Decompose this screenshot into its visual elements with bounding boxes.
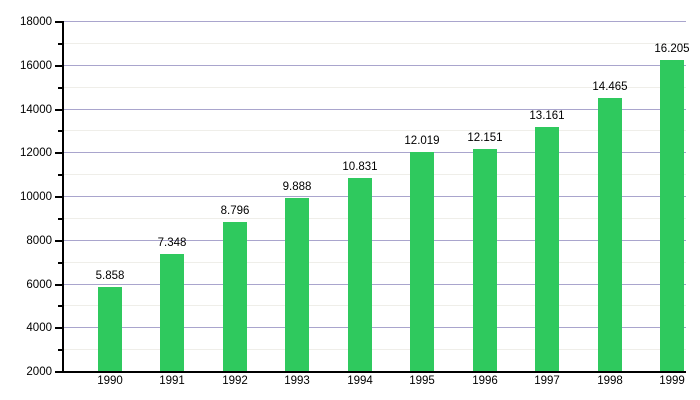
bar — [598, 98, 622, 371]
x-axis-label: 1990 — [97, 375, 123, 387]
y-axis-label: 12000 — [20, 147, 52, 159]
y-tick-minor — [58, 218, 62, 220]
y-axis-label: 6000 — [26, 279, 52, 291]
y-tick-major — [55, 152, 62, 154]
x-axis-label: 1999 — [659, 375, 685, 387]
gridline-minor — [64, 87, 686, 88]
x-axis-label: 1995 — [409, 375, 435, 387]
y-tick-major — [55, 196, 62, 198]
gridline-major — [64, 196, 686, 197]
y-tick-major — [55, 21, 62, 23]
gridline-major — [64, 109, 686, 110]
gridline-major — [64, 327, 686, 328]
gridline-minor — [64, 43, 686, 44]
bar-value-label: 12.151 — [467, 132, 503, 144]
y-axis-label: 2000 — [26, 366, 52, 378]
bar-value-label: 13.161 — [529, 110, 565, 122]
gridline-major — [64, 21, 686, 22]
y-tick-minor — [58, 305, 62, 307]
gridline-major — [64, 152, 686, 153]
y-tick-minor — [58, 262, 62, 264]
bar-value-label: 16.205 — [654, 43, 690, 55]
bar — [285, 198, 309, 371]
y-axis-label: 16000 — [20, 60, 52, 72]
x-axis-label: 1992 — [222, 375, 248, 387]
y-axis-label: 4000 — [26, 322, 52, 334]
x-axis-label: 1997 — [534, 375, 560, 387]
y-tick-major — [55, 327, 62, 329]
y-tick-minor — [58, 349, 62, 351]
y-axis-label: 14000 — [20, 104, 52, 116]
x-axis-label: 1994 — [347, 375, 373, 387]
bar-value-label: 10.831 — [342, 161, 378, 173]
y-tick-minor — [58, 174, 62, 176]
bar-value-label: 14.465 — [592, 81, 628, 93]
bar — [660, 60, 684, 371]
y-tick-major — [55, 284, 62, 286]
x-axis-label: 1998 — [597, 375, 623, 387]
gridline-minor — [64, 130, 686, 131]
y-axis-label: 10000 — [20, 191, 52, 203]
bar — [223, 222, 247, 371]
y-tick-minor — [58, 87, 62, 89]
x-axis-label: 1993 — [284, 375, 310, 387]
bar — [410, 152, 434, 371]
bar-value-label: 5.858 — [95, 270, 125, 282]
gridline-major — [64, 65, 686, 66]
gridline-minor — [64, 262, 686, 263]
bar-value-label: 12.019 — [404, 135, 440, 147]
gridline-major — [64, 240, 686, 241]
bar — [473, 149, 497, 371]
y-tick-major — [55, 109, 62, 111]
bar — [535, 127, 559, 371]
x-axis-line — [62, 371, 686, 373]
y-tick-major — [55, 240, 62, 242]
gridline-minor — [64, 349, 686, 350]
y-axis-line — [62, 21, 64, 373]
bar-value-label: 7.348 — [157, 237, 187, 249]
y-tick-minor — [58, 43, 62, 45]
x-axis-label: 1996 — [472, 375, 498, 387]
bar-value-label: 9.888 — [282, 181, 312, 193]
y-axis-label: 8000 — [26, 235, 52, 247]
bar — [98, 287, 122, 371]
gridline-major — [64, 284, 686, 285]
bar — [160, 254, 184, 371]
y-tick-major — [55, 371, 62, 373]
bar — [348, 178, 372, 371]
y-tick-major — [55, 65, 62, 67]
x-axis-label: 1991 — [159, 375, 185, 387]
gridline-minor — [64, 174, 686, 175]
gridline-minor — [64, 305, 686, 306]
gridline-minor — [64, 218, 686, 219]
y-axis-label: 18000 — [20, 16, 52, 28]
y-tick-minor — [58, 130, 62, 132]
bar-value-label: 8.796 — [220, 205, 250, 217]
